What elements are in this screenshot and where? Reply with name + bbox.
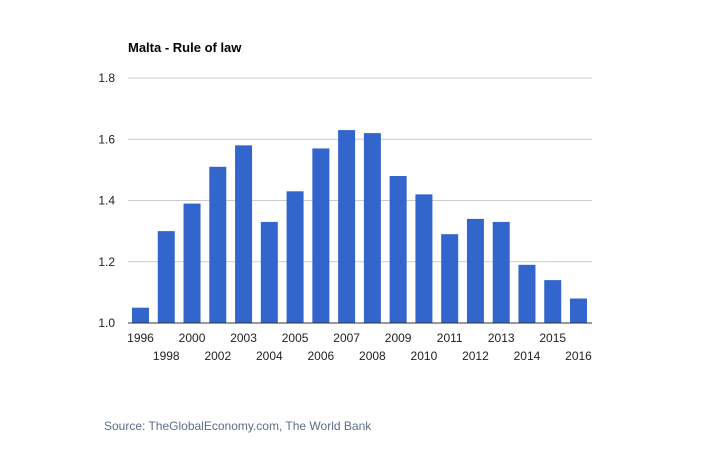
x-tick-label: 2016 <box>565 349 592 363</box>
bar <box>260 221 278 323</box>
bar <box>492 221 510 323</box>
x-tick-label: 2009 <box>385 331 412 345</box>
x-tick-label: 2008 <box>359 349 386 363</box>
x-tick-label: 2007 <box>333 331 360 345</box>
x-tick-label: 2005 <box>282 331 309 345</box>
bar <box>183 203 201 323</box>
bar <box>338 130 356 323</box>
x-tick-label: 2002 <box>204 349 231 363</box>
bar <box>209 166 227 323</box>
x-tick-label: 2011 <box>437 331 463 345</box>
y-tick-label: 1.8 <box>98 71 115 85</box>
x-tick-label: 2013 <box>488 331 515 345</box>
bar <box>286 191 304 323</box>
bar <box>363 133 381 323</box>
bar <box>132 307 149 323</box>
x-tick-label: 2014 <box>514 349 541 363</box>
x-tick-label: 2003 <box>230 331 257 345</box>
source-note: Source: TheGlobalEconomy.com, The World … <box>104 419 372 433</box>
bar <box>389 176 407 323</box>
chart-title: Malta - Rule of law <box>128 40 242 55</box>
x-tick-label: 2015 <box>539 331 566 345</box>
x-tick-label: 1998 <box>153 349 180 363</box>
y-tick-label: 1.2 <box>98 255 115 269</box>
bar <box>570 298 587 323</box>
x-tick-label: 2000 <box>179 331 206 345</box>
x-tick-label: 2004 <box>256 349 283 363</box>
y-tick-label: 1.0 <box>98 316 115 330</box>
bar <box>466 218 484 323</box>
bar <box>441 234 459 323</box>
bar <box>235 145 253 323</box>
y-tick-label: 1.4 <box>98 194 115 208</box>
x-tick-label: 2006 <box>308 349 335 363</box>
x-tick-label: 2010 <box>411 349 438 363</box>
bar <box>415 194 433 323</box>
x-tick-label: 1996 <box>127 331 154 345</box>
bar <box>544 280 562 323</box>
x-tick-label: 2012 <box>462 349 489 363</box>
bar <box>312 148 330 323</box>
bar <box>518 264 536 323</box>
bar <box>157 231 175 323</box>
y-tick-label: 1.6 <box>98 132 115 146</box>
